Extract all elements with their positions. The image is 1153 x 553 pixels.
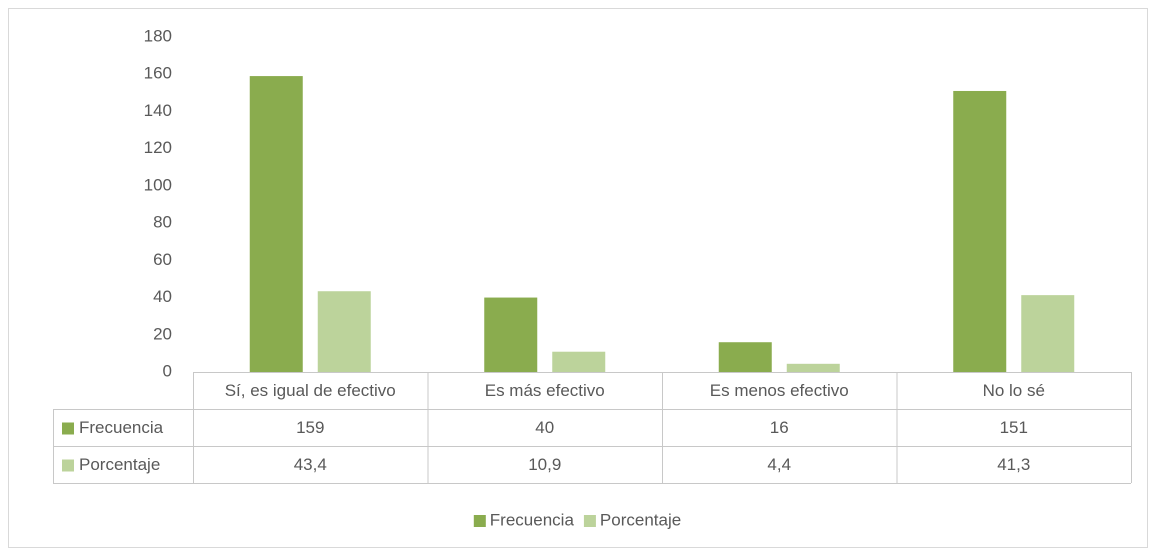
table-value: 10,9 <box>528 455 561 474</box>
x-tick-label: Sí, es igual de efectivo <box>225 381 396 400</box>
legend-key <box>473 515 486 527</box>
table-row-label: Porcentaje <box>79 455 160 474</box>
legend-key <box>583 515 596 527</box>
bar <box>484 297 538 372</box>
bar <box>953 90 1007 372</box>
table-value: 4,4 <box>767 455 791 474</box>
x-tick-label: No lo sé <box>983 381 1045 400</box>
bar <box>552 351 606 372</box>
table-legend-key <box>62 422 74 435</box>
legend-label: Porcentaje <box>600 510 681 529</box>
y-tick-label: 40 <box>153 287 172 306</box>
table-value: 159 <box>296 418 324 437</box>
y-tick-label: 20 <box>153 324 172 343</box>
bar <box>718 342 772 372</box>
table-value: 40 <box>535 418 554 437</box>
bar <box>317 291 371 372</box>
bar <box>249 76 303 372</box>
y-tick-label: 140 <box>144 101 172 120</box>
y-tick-label: 80 <box>153 213 172 232</box>
bar <box>1021 295 1075 372</box>
y-tick-label: 120 <box>144 138 172 157</box>
y-tick-label: 100 <box>144 175 172 194</box>
table-value: 43,4 <box>294 455 327 474</box>
legend-label: Frecuencia <box>490 510 575 529</box>
table-value: 151 <box>1000 418 1028 437</box>
y-tick-label: 180 <box>144 26 172 45</box>
table-value: 16 <box>770 418 789 437</box>
table-value: 41,3 <box>997 455 1030 474</box>
bar <box>786 363 840 372</box>
y-tick-label: 160 <box>144 64 172 83</box>
y-tick-label: 0 <box>163 361 172 380</box>
x-tick-label: Es menos efectivo <box>710 381 849 400</box>
table-legend-key <box>62 459 74 472</box>
y-tick-label: 60 <box>153 250 172 269</box>
x-tick-label: Es más efectivo <box>485 381 605 400</box>
table-row-label: Frecuencia <box>79 418 164 437</box>
